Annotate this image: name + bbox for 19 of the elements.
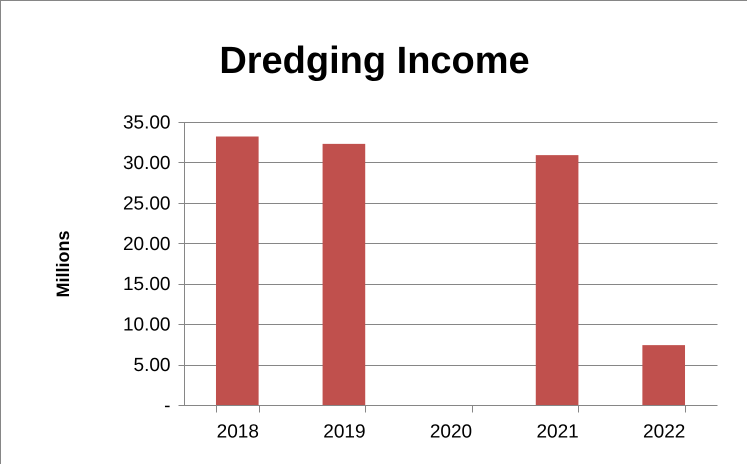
x-tick-label: 2019 <box>323 422 366 442</box>
bar <box>536 155 578 405</box>
y-tick-label: 20.00 <box>122 234 170 255</box>
y-tick-label: 25.00 <box>122 193 170 214</box>
bar <box>216 136 259 405</box>
y-tick-label: - <box>164 396 170 416</box>
x-tick-label: 2018 <box>216 422 259 442</box>
bar <box>642 345 686 405</box>
y-axis-title: Millions <box>52 230 73 298</box>
y-tick-label: 15.00 <box>122 274 170 296</box>
chart-title: Dredging Income <box>219 40 530 82</box>
y-tick-label: 35.00 <box>122 112 170 134</box>
x-tick-label: 2020 <box>430 422 472 442</box>
y-tick-label: 10.00 <box>122 314 170 336</box>
bar <box>322 144 366 405</box>
y-tick-label: 5.00 <box>134 355 170 376</box>
x-tick-label: 2022 <box>643 422 686 442</box>
x-tick-label: 2021 <box>536 422 579 442</box>
y-tick-label: 30.00 <box>122 152 170 174</box>
